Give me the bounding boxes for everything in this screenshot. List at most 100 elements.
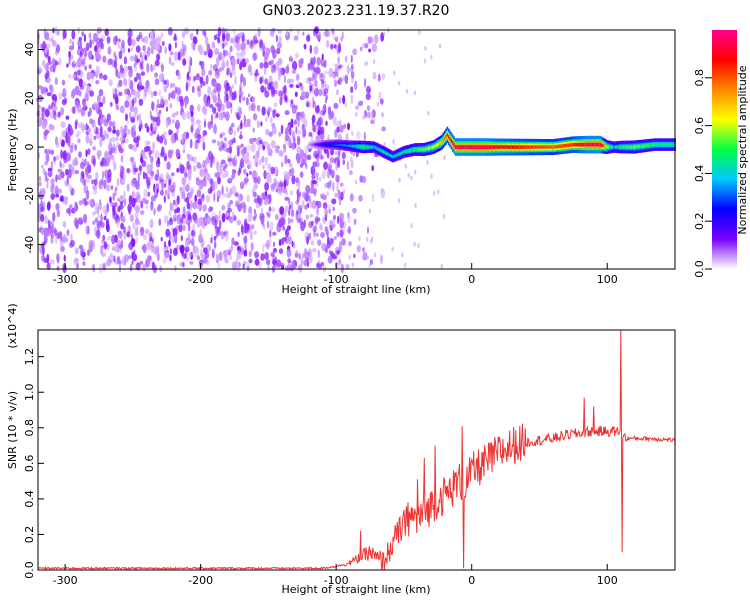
- spectrogram-noise-speckle: [121, 179, 125, 184]
- spectrogram-noise-speckle: [306, 34, 311, 42]
- spectrogram-noise-speckle: [272, 259, 277, 266]
- spectrogram-noise-speckle: [285, 31, 288, 37]
- spectrogram-ridge-segment: [342, 144, 344, 147]
- spectrogram-ridge-segment: [427, 147, 430, 150]
- spectrogram-noise-speckle: [240, 73, 244, 83]
- spectrogram-noise-speckle: [102, 205, 108, 214]
- spectrogram-noise-speckle: [149, 149, 155, 154]
- spectrogram-noise-speckle: [94, 178, 98, 186]
- spectrogram-noise-speckle: [99, 72, 103, 79]
- spectrogram-noise-speckle: [132, 222, 136, 230]
- snr-multiplier-label: (x10^4): [6, 303, 19, 348]
- spectrogram-noise-speckle: [169, 91, 175, 99]
- spectrogram-ridge-segment: [335, 143, 338, 146]
- spectrogram-noise-speckle: [44, 161, 48, 166]
- spectrogram-noise-speckle: [225, 186, 229, 193]
- spectrogram-noise-speckle: [51, 178, 56, 184]
- spectrogram-noise-speckle: [96, 150, 102, 157]
- spectrogram-noise-speckle: [323, 161, 329, 170]
- spectrogram-noise-speckle: [110, 184, 114, 191]
- spectrogram-noise-speckle: [202, 258, 208, 264]
- spectrogram-ridge-segment: [630, 145, 633, 149]
- spectrogram-noise-speckle: [204, 31, 207, 38]
- spectrogram-noise-speckle: [144, 172, 148, 179]
- spectrogram-noise-speckle: [95, 171, 99, 181]
- spectrogram-noise-speckle: [202, 130, 208, 136]
- spectrogram-noise-speckle: [118, 50, 123, 60]
- spectrogram-noise-speckle: [100, 213, 103, 224]
- spectrogram-noise-speckle: [156, 98, 160, 106]
- spectrogram-noise-speckle: [71, 106, 76, 114]
- spectrogram-noise-speckle: [212, 180, 218, 191]
- spectrogram-ridge-segment: [362, 145, 365, 149]
- spectrogram-noise-speckle: [169, 51, 174, 56]
- spectrogram-noise-speckle: [337, 56, 340, 64]
- spectrogram-noise-speckle: [338, 241, 342, 247]
- spectrogram-noise-speckle: [219, 133, 223, 139]
- spectrogram-noise-speckle: [243, 168, 247, 175]
- spectrogram-noise-speckle: [187, 181, 191, 186]
- spectrogram-ridge-segment: [647, 144, 649, 147]
- spectrogram-noise-speckle: [41, 187, 46, 197]
- spectrogram-noise-speckle: [328, 208, 331, 214]
- spectrogram-noise-speckle: [298, 253, 302, 260]
- spectrogram-noise-speckle: [326, 170, 331, 179]
- spectrogram-noise-speckle: [261, 44, 266, 51]
- spectrogram-noise-speckle: [291, 69, 297, 74]
- spectrogram-noise-speckle: [179, 164, 185, 174]
- spectrogram-noise-speckle: [334, 79, 337, 88]
- spectrogram-ridge-segment: [400, 151, 403, 155]
- colorbar-tick-label: 0.4: [693, 165, 706, 183]
- spectrogram-noise-speckle: [315, 124, 319, 134]
- spectrogram-noise-speckle: [289, 103, 295, 108]
- spectrogram-ridge-segment: [399, 152, 401, 155]
- spectrogram-noise-speckle: [83, 33, 86, 43]
- spectrogram-noise-speckle: [99, 160, 104, 167]
- spectrogram-noise-speckle: [133, 89, 136, 97]
- spectrogram-ridge-segment: [584, 142, 587, 147]
- spectrogram-noise-speckle: [199, 249, 203, 257]
- spectrogram-noise-speckle: [156, 53, 161, 62]
- spectrogram-noise-speckle: [401, 252, 404, 258]
- spectrogram-ridge-segment: [334, 143, 336, 146]
- spectrogram-noise-speckle: [198, 180, 204, 190]
- spectrogram-noise-speckle: [179, 217, 184, 224]
- colorbar-label: Normalized spectral amplitude: [736, 65, 749, 234]
- spectrogram-noise-speckle: [366, 236, 369, 242]
- spectrogram-noise-speckle: [279, 206, 285, 215]
- spectrogram-ridge-segment: [357, 145, 359, 148]
- spectrogram-noise-speckle: [299, 82, 303, 87]
- spectrogram-noise-speckle: [89, 32, 92, 41]
- spectrogram-noise-speckle: [60, 107, 64, 116]
- spectrogram-ridge-segment: [468, 145, 470, 149]
- spectrogram-noise-speckle: [350, 54, 353, 64]
- spectrogram-noise-speckle: [84, 197, 87, 207]
- spectrogram-ridge-segment: [628, 145, 630, 149]
- spectrogram-noise-speckle: [165, 106, 169, 112]
- spectrogram-noise-speckle: [269, 116, 273, 124]
- spectrogram-noise-speckle: [208, 206, 214, 212]
- spectrogram-noise-speckle: [277, 186, 283, 196]
- spectrogram-noise-speckle: [280, 161, 284, 168]
- spectrogram-noise-speckle: [217, 263, 221, 270]
- spectrogram-ridge-segment: [582, 142, 584, 147]
- spectrogram-noise-speckle: [239, 158, 244, 169]
- spectrogram-ridge-segment: [320, 143, 323, 146]
- spectrogram-ridge-segment: [458, 145, 461, 149]
- spectrogram-noise-speckle: [359, 46, 363, 52]
- spectrogram-noise-speckle: [223, 193, 228, 198]
- spectrogram-noise-speckle: [133, 147, 137, 152]
- spectrogram-noise-speckle: [227, 249, 232, 256]
- spectrogram-noise-speckle: [250, 143, 256, 153]
- spectrogram-noise-speckle: [336, 71, 339, 78]
- spectrogram-noise-speckle: [233, 130, 237, 137]
- spectrogram-noise-speckle: [291, 240, 294, 247]
- spectrogram-noise-speckle: [73, 259, 78, 266]
- spectrogram-noise-speckle: [341, 238, 346, 246]
- spectrogram-noise-speckle: [40, 164, 45, 169]
- spectrogram-noise-speckle: [190, 124, 194, 134]
- spectrogram-noise-speckle: [129, 156, 135, 163]
- spectrogram-noise-speckle: [337, 65, 342, 70]
- spectrogram-noise-speckle: [299, 207, 303, 214]
- spectrogram-ridge-segment: [668, 143, 671, 146]
